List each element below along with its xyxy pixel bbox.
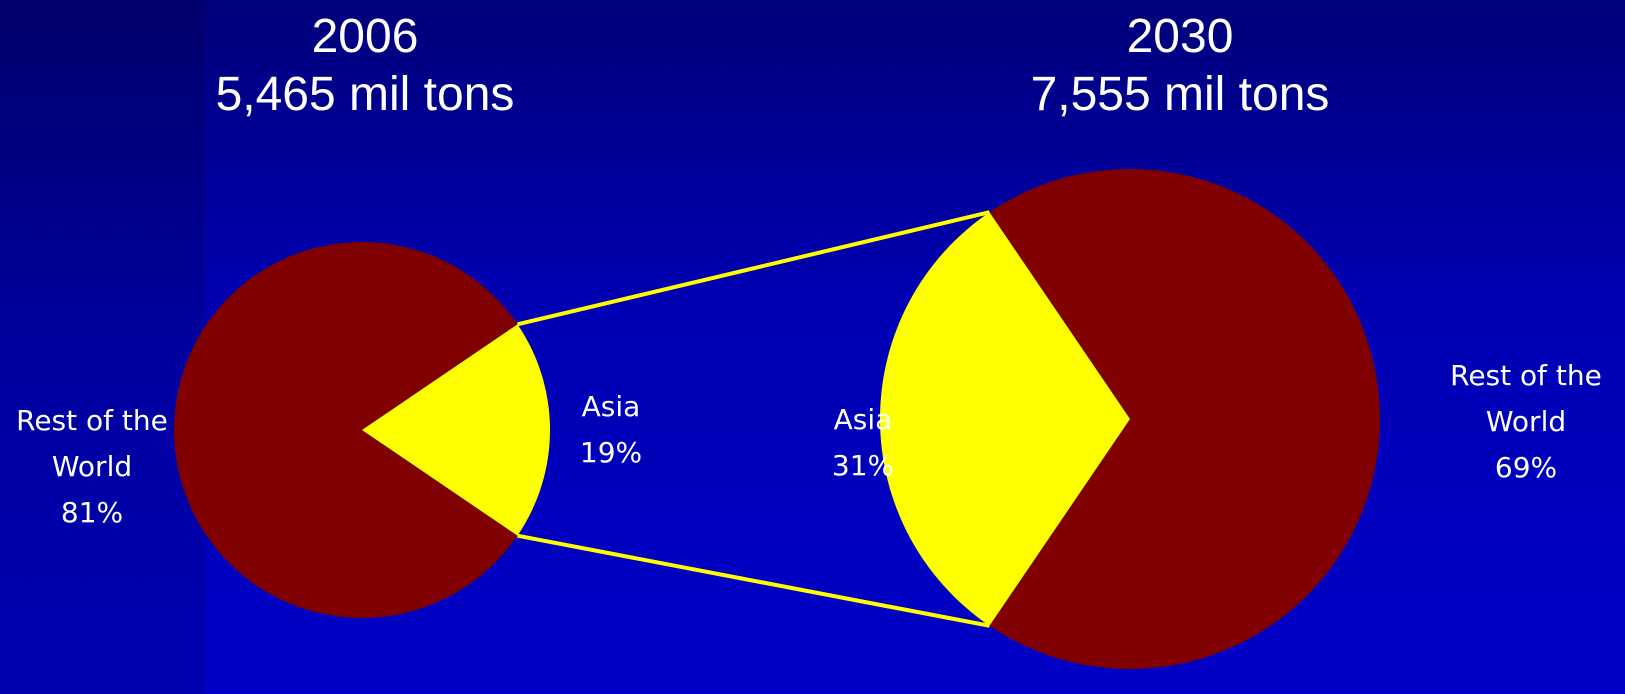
chart-title-2030: 2030 7,555 mil tons [930, 8, 1430, 124]
slice-percent: 69% [1494, 451, 1558, 484]
slice-label-2030-asia: Asia 31% [763, 397, 963, 489]
pie-slice-2030-asia [879, 212, 1130, 626]
title-total: 7,555 mil tons [1030, 68, 1330, 121]
slice-percent: 19% [579, 436, 643, 469]
title-year: 2030 [1126, 10, 1234, 63]
pie-slice-2006-asia [362, 324, 550, 536]
chart-title-2006: 2006 5,465 mil tons [115, 8, 615, 124]
title-total: 5,465 mil tons [215, 68, 515, 121]
pie-slice-2030-rest-of-world [989, 169, 1380, 669]
pie-slice-2006-rest-of-world [173, 242, 518, 618]
title-year: 2006 [311, 10, 419, 63]
background-band [0, 0, 205, 694]
slice-label-2006-rest: Rest of the World 81% [0, 398, 192, 536]
slice-percent: 81% [60, 496, 124, 529]
slice-label-2006-asia: Asia 19% [511, 384, 711, 476]
slice-label-2030-rest: Rest of the World 69% [1426, 353, 1625, 491]
slice-percent: 31% [831, 449, 895, 482]
connector-line-bottom [517, 533, 990, 628]
connector-line-top [517, 210, 990, 327]
